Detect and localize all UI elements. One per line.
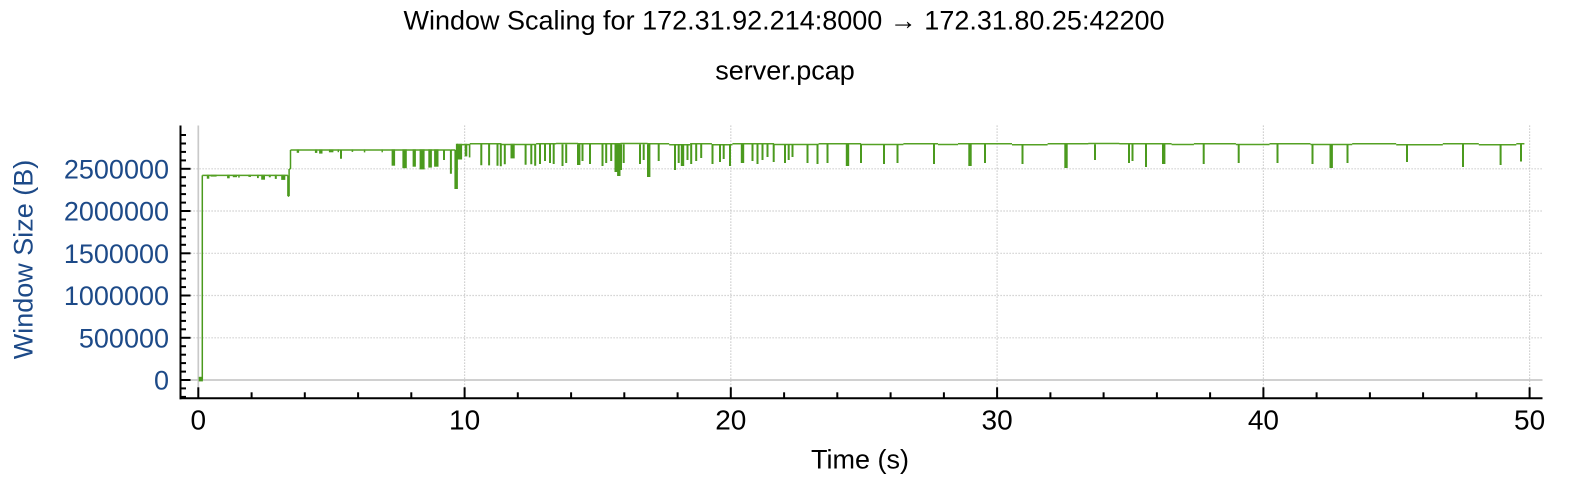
svg-text:Time (s): Time (s) (811, 445, 909, 475)
svg-text:2500000: 2500000 (64, 154, 169, 184)
svg-text:0: 0 (154, 366, 169, 396)
svg-text:10: 10 (449, 405, 480, 436)
svg-text:Window Size (B): Window Size (B) (9, 160, 39, 360)
svg-text:500000: 500000 (79, 323, 169, 353)
svg-text:server.pcap: server.pcap (715, 56, 855, 86)
svg-text:Window Scaling for 172.31.92.2: Window Scaling for 172.31.92.214:8000 → … (403, 6, 1164, 36)
svg-text:1000000: 1000000 (64, 281, 169, 311)
svg-text:0: 0 (191, 405, 207, 436)
svg-text:2000000: 2000000 (64, 197, 169, 227)
svg-text:40: 40 (1248, 405, 1279, 436)
svg-text:20: 20 (715, 405, 746, 436)
svg-text:1500000: 1500000 (64, 239, 169, 269)
svg-text:30: 30 (982, 405, 1013, 436)
svg-text:50: 50 (1514, 405, 1545, 436)
